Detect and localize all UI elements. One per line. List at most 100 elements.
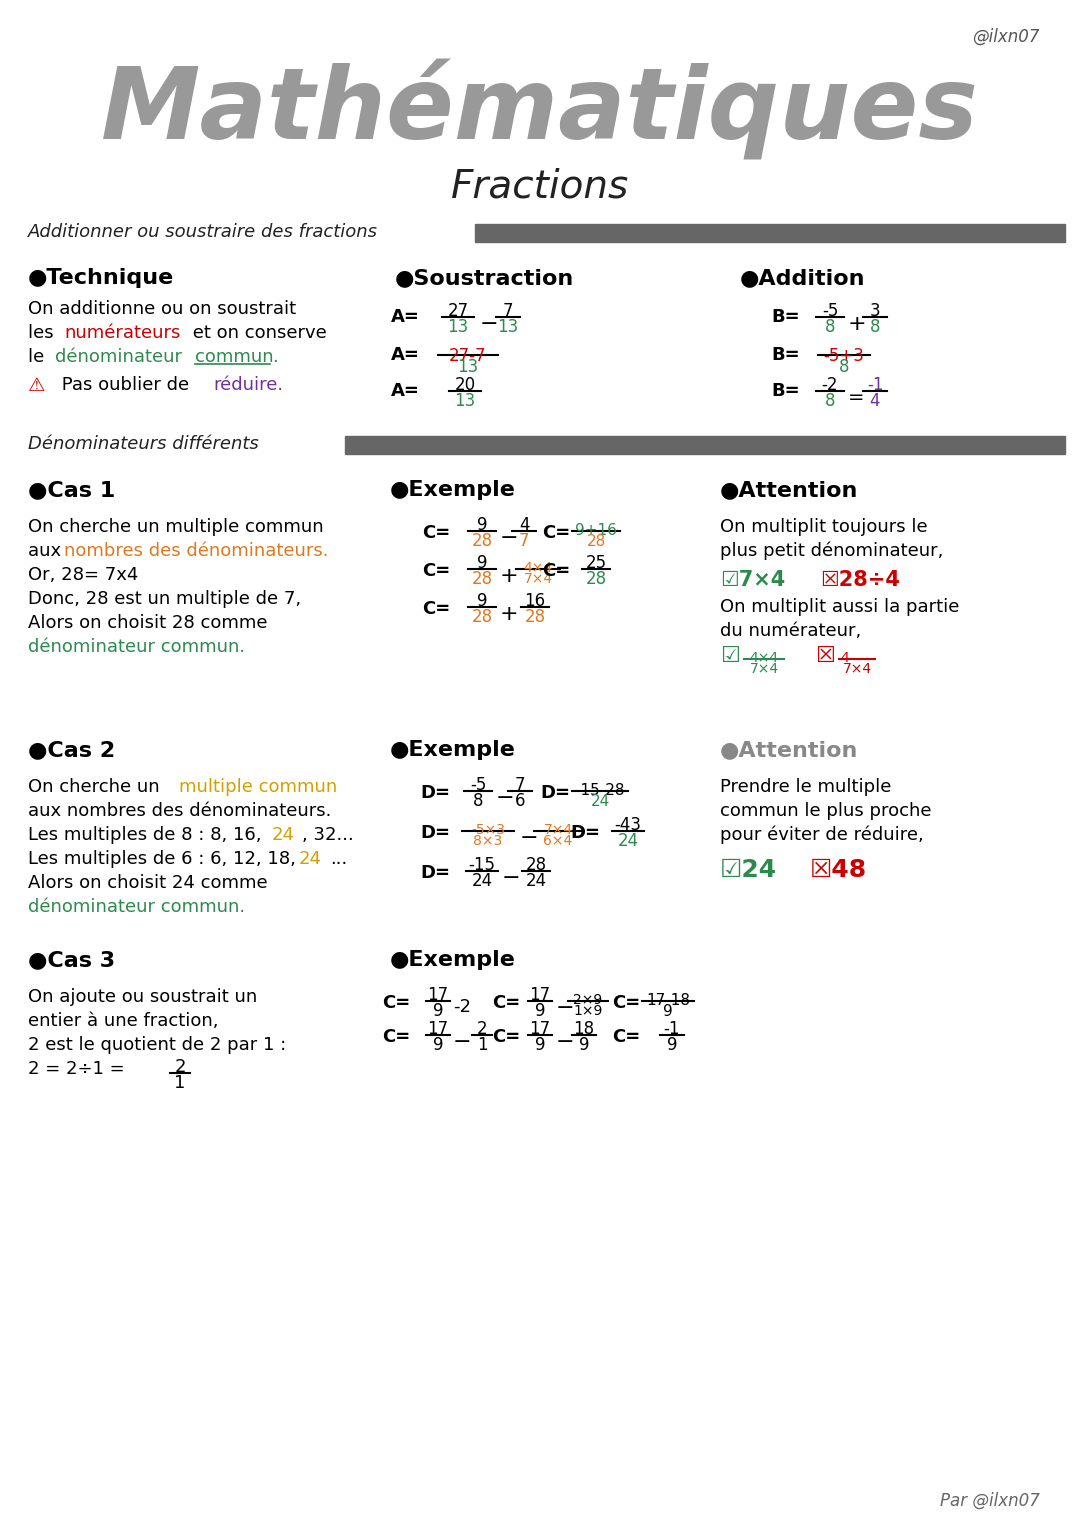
Text: −: − [453,1032,472,1052]
Text: 24: 24 [299,849,322,868]
Text: -15: -15 [469,855,496,874]
Text: 9: 9 [579,1036,590,1055]
Text: 9: 9 [476,517,487,533]
Text: -5+3: -5+3 [824,346,864,365]
Text: ●Attention: ●Attention [720,740,859,760]
Text: ●Attention: ●Attention [720,480,859,500]
Text: −: − [496,788,515,808]
Text: @ilxn07: @ilxn07 [972,28,1040,46]
Text: D=: D= [540,783,570,802]
Text: 2 est le quotient de 2 par 1 :: 2 est le quotient de 2 par 1 : [28,1036,286,1055]
Text: 4: 4 [840,652,849,665]
Text: ●Exemple: ●Exemple [390,740,516,760]
Text: 2: 2 [476,1019,487,1038]
Text: 7: 7 [518,532,529,550]
Text: 8: 8 [473,793,483,809]
Text: 24: 24 [591,794,609,809]
Text: B=: B= [771,346,800,363]
Text: 25: 25 [585,553,607,572]
Text: .: . [272,348,278,366]
Text: -1: -1 [664,1019,680,1038]
Text: ☑7×4: ☑7×4 [720,570,785,590]
Text: 16: 16 [525,592,545,610]
Text: -1: -1 [867,376,883,394]
Text: ●Cas 3: ●Cas 3 [28,950,116,970]
Text: 9: 9 [476,553,487,572]
Text: −: − [480,314,499,334]
Text: +: + [848,314,866,334]
Text: numérateurs: numérateurs [64,323,180,342]
Text: −: − [500,527,518,547]
Text: C=: C= [422,524,450,543]
Text: C=: C= [422,599,450,618]
Text: Additionner ou soustraire des fractions: Additionner ou soustraire des fractions [28,222,378,241]
Text: 6×4: 6×4 [543,834,572,848]
Text: 9: 9 [476,592,487,610]
Text: ⚠: ⚠ [28,376,45,396]
Text: 17: 17 [428,986,448,1004]
Text: -5×3: -5×3 [471,823,505,837]
Text: C=: C= [542,524,570,543]
Text: 1: 1 [476,1036,487,1055]
Text: 13: 13 [447,317,469,336]
Text: Or, 28= 7x4: Or, 28= 7x4 [28,566,138,584]
Text: D=: D= [420,865,450,881]
Text: On additionne ou on soustrait: On additionne ou on soustrait [28,300,296,317]
Text: B=: B= [771,308,800,327]
Text: 24: 24 [472,872,492,891]
Text: 28: 28 [472,609,492,625]
Text: 4×4: 4×4 [524,561,553,575]
Text: aux: aux [28,543,67,560]
Text: A=: A= [391,308,420,327]
Text: 8: 8 [869,317,880,336]
Text: 8: 8 [825,317,835,336]
Text: ●Exemple: ●Exemple [390,950,516,970]
Text: 13: 13 [498,317,518,336]
Text: A=: A= [391,346,420,363]
Text: 2: 2 [174,1058,186,1076]
Text: A=: A= [391,382,420,400]
Text: C=: C= [491,993,519,1012]
Text: -43: -43 [615,816,642,834]
Text: 20: 20 [455,376,475,394]
Text: 24: 24 [526,872,546,891]
Text: ●Cas 2: ●Cas 2 [28,740,116,760]
Text: dénominateur commun.: dénominateur commun. [28,638,245,656]
Text: 7×4: 7×4 [524,572,553,586]
Text: 9: 9 [433,1003,443,1019]
Text: C=: C= [611,1029,640,1046]
Text: et on conserve: et on conserve [187,323,327,342]
Text: ●Exemple: ●Exemple [390,480,516,500]
Text: Les multiples de 8 : 8, 16,: Les multiples de 8 : 8, 16, [28,826,267,845]
Text: 4: 4 [869,392,880,409]
Text: les: les [28,323,59,342]
Text: ●Technique: ●Technique [28,268,174,288]
Text: C=: C= [611,993,640,1012]
Text: 9: 9 [663,1004,673,1019]
Text: ☑: ☑ [720,645,740,665]
Text: Fractions: Fractions [450,169,630,205]
Text: entier à une fraction,: entier à une fraction, [28,1012,218,1030]
Text: 6: 6 [515,793,525,809]
Text: Alors on choisit 28 comme: Alors on choisit 28 comme [28,615,268,632]
Text: 8: 8 [839,359,849,376]
Text: −: − [556,998,575,1018]
Text: Pas oublier de: Pas oublier de [56,376,194,394]
Text: 8×3: 8×3 [473,834,502,848]
Text: ...: ... [330,849,348,868]
Text: D=: D= [570,825,600,842]
Text: 28: 28 [525,609,545,625]
Text: C=: C= [542,563,570,579]
Text: +: + [500,566,518,586]
Text: dénominateur commun.: dénominateur commun. [28,898,245,917]
Text: 28: 28 [472,570,492,589]
Text: C=: C= [381,993,410,1012]
Text: 2×9: 2×9 [573,993,603,1007]
Text: On ajoute ou soustrait un: On ajoute ou soustrait un [28,987,257,1006]
Text: ☒: ☒ [815,645,835,665]
Text: C=: C= [381,1029,410,1046]
Text: -5: -5 [470,776,486,794]
Text: 17: 17 [529,986,551,1004]
Text: 7: 7 [515,776,525,794]
Text: 7×4: 7×4 [842,662,872,676]
